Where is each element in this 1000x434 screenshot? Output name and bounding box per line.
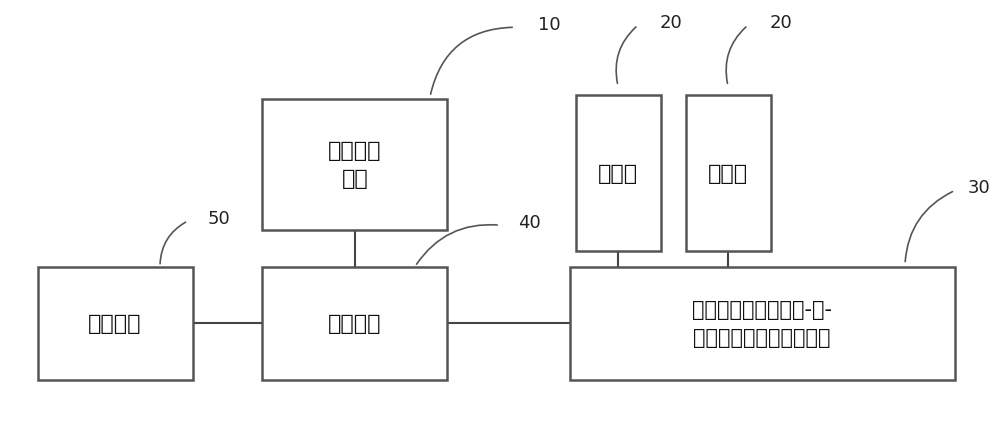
Text: 时间获取
装置: 时间获取 装置 (328, 141, 382, 189)
Text: 20: 20 (770, 14, 793, 32)
Text: 10: 10 (538, 16, 561, 34)
Text: 50: 50 (208, 209, 231, 227)
Text: 传感器: 传感器 (598, 164, 638, 184)
Bar (262, 267, 447, 380)
Bar (38, 267, 192, 380)
Bar (570, 267, 954, 380)
Bar (262, 100, 447, 230)
Bar (686, 95, 770, 252)
Text: 40: 40 (518, 214, 541, 232)
Text: 多通道人机交互和人-机-
环境多数据无线采集终端: 多通道人机交互和人-机- 环境多数据无线采集终端 (692, 299, 832, 347)
Text: 传感器: 传感器 (708, 164, 748, 184)
Text: 外围设备: 外围设备 (88, 313, 142, 333)
Text: 处理单元: 处理单元 (328, 313, 382, 333)
Text: 20: 20 (660, 14, 683, 32)
Bar (576, 95, 660, 252)
Text: 30: 30 (968, 178, 991, 197)
